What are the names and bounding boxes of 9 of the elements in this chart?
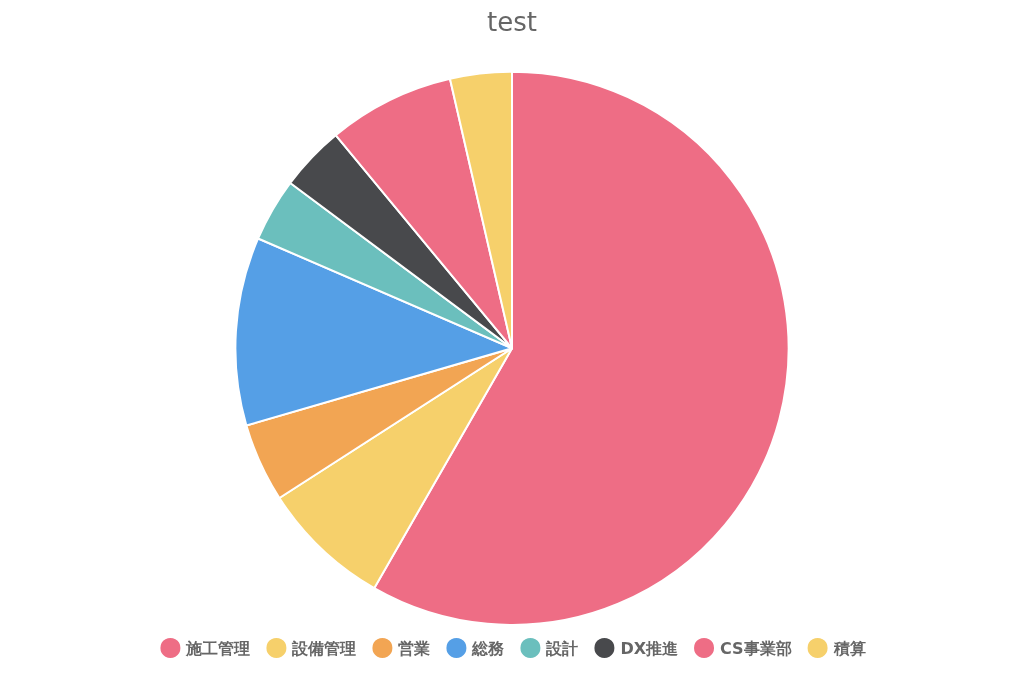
legend-label: CS事業部 (720, 638, 792, 658)
legend-label: DX推進 (620, 638, 680, 658)
legend-label: 施工管理 (185, 638, 251, 658)
legend-label: 設備管理 (291, 638, 357, 658)
legend-label: 営業 (398, 638, 431, 658)
legend-label: 総務 (471, 638, 506, 658)
legend-label: 積算 (832, 638, 866, 658)
legend-label: 設計 (545, 638, 579, 658)
chart-title: test (487, 7, 537, 37)
